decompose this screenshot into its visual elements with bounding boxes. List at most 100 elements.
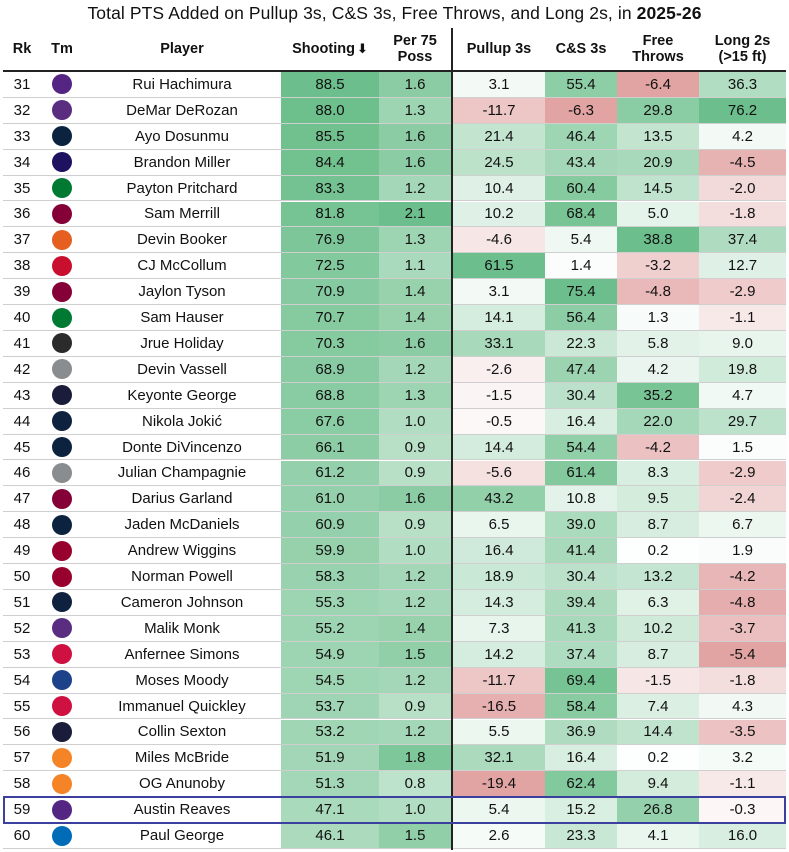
pullup-value: 32.1	[484, 749, 514, 767]
ft-value: 6.3	[647, 593, 669, 611]
table-row[interactable]: 31 Rui Hachimura 88.5 1.6 3.1 55.4 -6.4 36.3	[3, 72, 786, 98]
player-name: Malik Monk	[144, 619, 220, 637]
table-row[interactable]: 51 Cameron Johnson 55.3 1.2 14.3 39.4 6.3 -4.8	[3, 590, 786, 616]
player-name: Keyonte George	[127, 386, 237, 404]
table-row[interactable]: 40 Sam Hauser 70.7 1.4 14.1 56.4 1.3 -1.1	[3, 305, 786, 331]
pullup-value: -4.6	[486, 231, 512, 249]
table-row[interactable]: 57 Miles McBride 51.9 1.8 32.1 16.4 0.2 3.2	[3, 745, 786, 772]
header-player[interactable]: Player	[83, 28, 281, 70]
rank-value: 46	[13, 464, 31, 482]
table-row[interactable]: 55 Immanuel Quickley 53.7 0.9 -16.5 58.4 7.4 4.…	[3, 693, 786, 720]
table-row[interactable]: 39 Jaylon Tyson 70.9 1.4 3.1 75.4 -4.8 -2.9	[3, 279, 786, 306]
per75-value: 1.2	[404, 671, 426, 689]
pullup-cell: -1.5	[453, 382, 545, 408]
table-row[interactable]: 38 CJ McCollum 72.5 1.1 61.5 1.4 -3.2 12.7	[3, 253, 786, 280]
shooting-value: 68.9	[315, 360, 345, 378]
table-row[interactable]: 45 Donte DiVincenzo 66.1 0.9 14.4 54.4 -4.2 1.5	[3, 434, 786, 461]
rank-value: 56	[13, 723, 31, 741]
table-row[interactable]: 41 Jrue Holiday 70.3 1.6 33.1 22.3 5.8 9.0	[3, 331, 786, 357]
table-row[interactable]: 42 Devin Vassell 68.9 1.2 -2.6 47.4 4.2 19.8	[3, 356, 786, 383]
table-row[interactable]: 43 Keyonte George 68.8 1.3 -1.5 30.4 35.2 4.7	[3, 382, 786, 409]
rk-cell: 54	[3, 668, 41, 693]
pullup-value: 61.5	[484, 257, 514, 275]
table-row[interactable]: 53 Anfernee Simons 54.9 1.5 14.2 37.4 8.7 -5.4	[3, 641, 786, 668]
table-row[interactable]: 58 OG Anunoby 51.3 0.8 -19.4 62.4 9.4 -1.1	[3, 771, 786, 798]
header-long2-line2: (>15 ft)	[718, 49, 767, 65]
sort-arrow-icon: ⬇	[356, 41, 368, 56]
table-row[interactable]: 33 Ayo Dosunmu 85.5 1.6 21.4 46.4 13.5 4.2	[3, 123, 786, 150]
header-pullup[interactable]: Pullup 3s	[453, 28, 545, 70]
per75-cell: 1.3	[379, 382, 451, 408]
header-ft[interactable]: Free Throws	[617, 28, 699, 70]
header-team[interactable]: Tm	[41, 28, 83, 70]
shooting-value: 66.1	[315, 438, 345, 456]
player-name: Miles McBride	[134, 749, 230, 767]
header-rank[interactable]: Rk	[3, 28, 41, 70]
ft-value: 1.3	[647, 309, 669, 327]
cs-cell: 60.4	[545, 175, 617, 201]
shooting-cell: 83.3	[281, 175, 379, 201]
shooting-cell: 55.2	[281, 615, 379, 641]
cs-value: 39.0	[566, 516, 596, 534]
ft-cell: 14.5	[617, 175, 699, 201]
pullup-cell: 18.9	[453, 564, 545, 589]
table-row[interactable]: 35 Payton Pritchard 83.3 1.2 10.4 60.4 14.5 -2.…	[3, 175, 786, 202]
per75-cell: 0.9	[379, 460, 451, 486]
per75-cell: 1.5	[379, 823, 451, 848]
pullup-cell: 7.3	[453, 615, 545, 641]
header-cs[interactable]: C&S 3s	[545, 28, 617, 70]
player-name: Sam Merrill	[144, 205, 220, 223]
cs-cell: 39.4	[545, 590, 617, 615]
cs-cell: 36.9	[545, 719, 617, 745]
cs-value: 23.3	[566, 827, 596, 845]
pullup-value: -0.5	[486, 412, 512, 430]
table-row[interactable]: 50 Norman Powell 58.3 1.2 18.9 30.4 13.2 -4.2	[3, 564, 786, 590]
long2-value: -0.3	[729, 801, 756, 819]
table-row[interactable]: 60 Paul George 46.1 1.5 2.6 23.3 4.1 16.0	[3, 823, 786, 849]
per75-cell: 1.8	[379, 745, 451, 771]
table-row[interactable]: 59 Austin Reaves 47.1 1.0 5.4 15.2 26.8 -0.3	[3, 797, 786, 824]
table-row[interactable]: 44 Nikola Jokić 67.6 1.0 -0.5 16.4 22.0 29.7	[3, 408, 786, 435]
table-row[interactable]: 52 Malik Monk 55.2 1.4 7.3 41.3 10.2 -3.7	[3, 615, 786, 642]
long2-cell: -4.2	[699, 564, 786, 589]
header-ft-line1: Free	[642, 33, 674, 49]
rk-cell: 43	[3, 383, 41, 408]
table-row[interactable]: 47 Darius Garland 61.0 1.6 43.2 10.8 9.5 -2.4	[3, 486, 786, 513]
table-row[interactable]: 54 Moses Moody 54.5 1.2 -11.7 69.4 -1.5 -1.8	[3, 667, 786, 694]
table-row[interactable]: 37 Devin Booker 76.9 1.3 -4.6 5.4 38.8 37.4	[3, 227, 786, 254]
long2-value: 1.9	[732, 542, 753, 560]
table-row[interactable]: 36 Sam Merrill 81.8 2.1 10.2 68.4 5.0 -1.8	[3, 201, 786, 228]
player-name: Julian Champagnie	[117, 464, 247, 482]
team-logo-cell	[41, 72, 83, 97]
per75-cell: 0.8	[379, 771, 451, 797]
table-row[interactable]: 32 DeMar DeRozan 88.0 1.3 -11.7 -6.3 29.8 76.2	[3, 97, 786, 124]
long2-value: -4.5	[729, 153, 756, 171]
per75-cell: 1.2	[379, 590, 451, 615]
ft-cell: 38.8	[617, 227, 699, 253]
header-per75[interactable]: Per 75 Poss	[379, 28, 451, 70]
shooting-cell: 53.2	[281, 719, 379, 745]
rank-value: 38	[13, 257, 31, 275]
long2-cell: -1.1	[699, 305, 786, 330]
header-shooting[interactable]: Shooting ⬇	[281, 28, 379, 70]
ft-cell: 9.5	[617, 486, 699, 512]
team-logo-icon	[52, 178, 72, 199]
team-logo-icon	[52, 618, 72, 639]
ft-cell: 13.2	[617, 564, 699, 589]
pullup-value: 33.1	[484, 334, 514, 352]
table-row[interactable]: 46 Julian Champagnie 61.2 0.9 -5.6 61.4 8.3 -2.…	[3, 460, 786, 487]
per75-value: 1.4	[404, 619, 426, 637]
header-long2[interactable]: Long 2s (>15 ft)	[699, 28, 786, 70]
player-cell: Sam Hauser	[83, 305, 281, 330]
rk-cell: 56	[3, 720, 41, 745]
rk-cell: 46	[3, 461, 41, 486]
table-row[interactable]: 34 Brandon Miller 84.4 1.6 24.5 43.4 20.9 -4.5	[3, 149, 786, 176]
table-row[interactable]: 48 Jaden McDaniels 60.9 0.9 6.5 39.0 8.7 6.7	[3, 512, 786, 539]
team-logo-cell	[41, 176, 83, 201]
rank-value: 57	[13, 749, 31, 767]
table-row[interactable]: 49 Andrew Wiggins 59.9 1.0 16.4 41.4 0.2 1.9	[3, 538, 786, 565]
per75-cell: 1.4	[379, 615, 451, 641]
long2-cell: 19.8	[699, 356, 786, 382]
table-row[interactable]: 56 Collin Sexton 53.2 1.2 5.5 36.9 14.4 -3.5	[3, 719, 786, 746]
team-logo-icon	[52, 773, 72, 794]
